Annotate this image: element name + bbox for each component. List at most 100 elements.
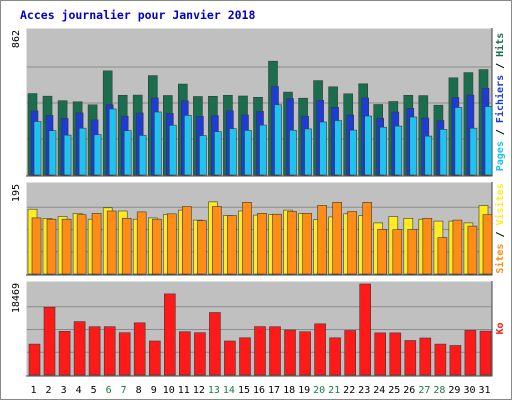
- bar-pages-day-24: [379, 126, 388, 176]
- legend-separator: /: [495, 225, 506, 243]
- x-tick-label-17: 17: [268, 385, 280, 396]
- panel-sites-visites: 195 Sites / Visites: [11, 181, 506, 276]
- panel-ko-ymax-label: 18469: [11, 283, 22, 313]
- panel-pages-fichiers-hits: 862 Pages / Fichiers / Hits: [11, 27, 506, 177]
- bar-ko-day-22: [344, 330, 357, 376]
- x-tick-label-19: 19: [298, 385, 310, 396]
- bar-ko-day-30: [464, 330, 477, 376]
- legend-fichiers: Fichiers: [494, 75, 506, 123]
- legend-pages: Pages: [495, 141, 506, 171]
- bar-ko-day-8: [133, 322, 146, 376]
- bar-pages-day-5: [93, 134, 102, 176]
- x-tick-label-1: 1: [30, 385, 36, 396]
- bar-sites-day-22: [347, 211, 358, 275]
- bar-ko-day-6: [103, 326, 116, 376]
- bar-sites-day-28: [437, 237, 448, 275]
- bar-ko-day-4: [73, 321, 86, 376]
- bar-sites-day-6: [106, 210, 117, 275]
- x-tick-label-12: 12: [193, 385, 205, 396]
- bar-ko-day-23: [359, 283, 372, 376]
- bar-pages-day-17: [274, 104, 282, 176]
- x-tick-label-7: 7: [121, 385, 127, 396]
- bar-sites-day-1: [31, 217, 42, 275]
- bar-pages-day-6: [108, 108, 117, 176]
- bar-ko-day-13: [209, 312, 221, 376]
- x-tick-label-15: 15: [238, 385, 250, 396]
- x-tick-label-27: 27: [418, 385, 430, 396]
- bar-ko-day-28: [434, 343, 447, 376]
- x-tick-label-4: 4: [76, 385, 82, 396]
- bar-ko-day-26: [404, 340, 417, 376]
- x-tick-label-21: 21: [328, 385, 340, 396]
- legend-visites: Visites: [494, 183, 506, 225]
- x-tick-label-29: 29: [448, 385, 460, 396]
- bar-ko-day-31: [479, 330, 492, 376]
- bar-sites-day-24: [377, 229, 388, 275]
- bar-sites-day-12: [197, 220, 207, 275]
- x-tick-label-28: 28: [433, 385, 445, 396]
- x-tick-label-20: 20: [313, 385, 325, 396]
- x-tick-label-23: 23: [358, 385, 370, 396]
- bar-sites-day-30: [467, 225, 478, 275]
- bar-sites-day-4: [76, 214, 87, 275]
- bar-sites-day-14: [227, 215, 237, 275]
- bar-pages-day-16: [259, 124, 267, 176]
- bar-sites-day-15: [242, 202, 252, 275]
- bar-ko-day-16: [254, 326, 266, 376]
- panel-sites-visites-ymax-label: 195: [11, 184, 22, 202]
- bar-pages-day-7: [123, 130, 132, 176]
- legend-ko: Ko: [495, 322, 506, 334]
- bar-pages-day-1: [33, 121, 42, 176]
- bar-ko-day-1: [28, 343, 41, 376]
- x-tick-label-10: 10: [163, 385, 175, 396]
- bar-pages-day-9: [154, 111, 162, 176]
- bar-pages-day-10: [169, 124, 177, 176]
- bar-pages-day-22: [349, 129, 358, 176]
- x-tick-label-5: 5: [91, 385, 97, 396]
- x-tick-label-11: 11: [178, 385, 190, 396]
- panel-sites-visites-legend: Sites / Visites: [494, 183, 506, 273]
- bar-ko-day-14: [224, 340, 236, 376]
- bar-ko-day-12: [194, 332, 206, 376]
- bar-pages-day-30: [469, 127, 478, 176]
- bar-pages-day-28: [439, 129, 448, 176]
- bar-sites-day-19: [302, 213, 312, 275]
- bar-pages-day-12: [199, 135, 207, 176]
- bar-sites-day-9: [152, 218, 162, 275]
- bar-pages-day-18: [289, 129, 297, 176]
- bar-ko-day-27: [419, 337, 432, 376]
- bar-ko-day-21: [329, 337, 341, 376]
- bar-ko-day-19: [299, 331, 311, 376]
- bar-ko-day-15: [239, 337, 251, 376]
- x-tick-label-26: 26: [403, 385, 415, 396]
- bar-ko-day-29: [449, 345, 462, 376]
- bar-ko-day-2: [43, 306, 56, 376]
- bar-pages-day-31: [484, 106, 493, 176]
- bar-sites-day-18: [287, 211, 297, 275]
- bar-ko-day-5: [88, 326, 101, 376]
- legend-separator: /: [495, 123, 506, 141]
- panel-pages-fichiers-hits-legend: Pages / Fichiers / Hits: [494, 33, 506, 172]
- bar-pages-day-3: [63, 134, 72, 176]
- bar-sites-day-26: [407, 229, 418, 275]
- bar-sites-day-27: [422, 218, 433, 275]
- bar-ko-day-24: [374, 332, 387, 376]
- bar-ko-day-10: [164, 293, 176, 376]
- legend-hits: Hits: [494, 33, 506, 57]
- bar-sites-day-29: [452, 219, 463, 275]
- x-tick-label-9: 9: [151, 385, 157, 396]
- bar-sites-day-13: [212, 206, 222, 275]
- bar-pages-day-19: [304, 128, 312, 176]
- chart-title: Acces journalier pour Janvier 2018: [20, 8, 255, 22]
- x-tick-label-25: 25: [388, 385, 400, 396]
- x-tick-label-16: 16: [253, 385, 265, 396]
- bar-sites-day-16: [257, 213, 267, 275]
- panel-ko: 18469 Ko: [11, 280, 506, 377]
- bar-sites-day-17: [272, 213, 282, 275]
- x-tick-label-14: 14: [223, 385, 235, 396]
- bar-ko-day-3: [58, 330, 71, 376]
- bar-sites-day-21: [332, 202, 342, 275]
- bar-pages-day-2: [48, 130, 57, 176]
- bar-pages-day-4: [78, 127, 87, 176]
